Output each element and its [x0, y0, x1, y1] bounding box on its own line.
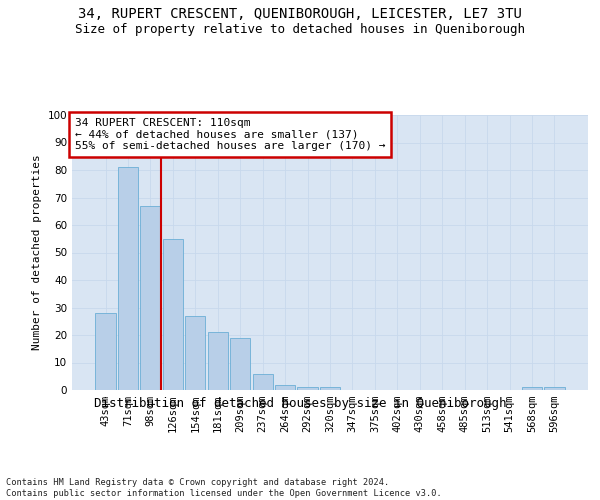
Bar: [544, 387, 565, 390]
Text: Size of property relative to detached houses in Queniborough: Size of property relative to detached ho…: [75, 22, 525, 36]
Bar: [320, 387, 340, 390]
Text: 34 RUPERT CRESCENT: 110sqm
← 44% of detached houses are smaller (137)
55% of sem: 34 RUPERT CRESCENT: 110sqm ← 44% of deta…: [74, 118, 385, 151]
Bar: [95, 313, 116, 390]
Bar: [522, 387, 542, 390]
Bar: [253, 374, 273, 390]
Bar: [208, 332, 228, 390]
Y-axis label: Number of detached properties: Number of detached properties: [32, 154, 42, 350]
Text: Contains HM Land Registry data © Crown copyright and database right 2024.
Contai: Contains HM Land Registry data © Crown c…: [6, 478, 442, 498]
Bar: [118, 167, 138, 390]
Bar: [230, 338, 250, 390]
Bar: [275, 384, 295, 390]
Text: Distribution of detached houses by size in Queniborough: Distribution of detached houses by size …: [94, 398, 506, 410]
Bar: [298, 387, 317, 390]
Bar: [163, 239, 183, 390]
Text: 34, RUPERT CRESCENT, QUENIBOROUGH, LEICESTER, LE7 3TU: 34, RUPERT CRESCENT, QUENIBOROUGH, LEICE…: [78, 8, 522, 22]
Bar: [185, 316, 205, 390]
Bar: [140, 206, 161, 390]
